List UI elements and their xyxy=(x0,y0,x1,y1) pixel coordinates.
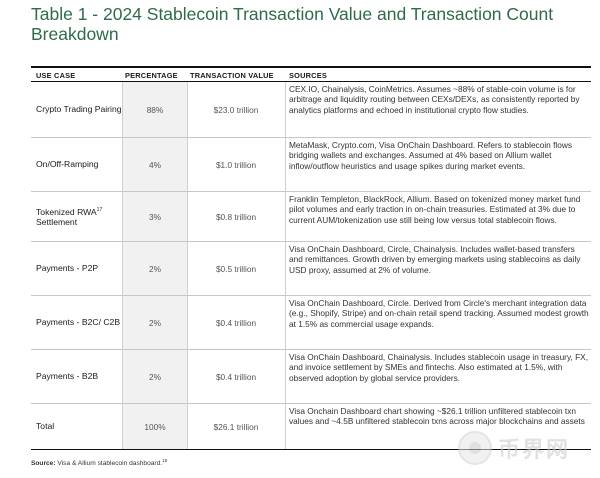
table-header: USE CASE PERCENTAGE TRANSACTION VALUE SO… xyxy=(31,68,591,82)
percentage-cell: 4% xyxy=(123,138,188,191)
value-cell: $0.4 trillion xyxy=(187,296,286,349)
source-note: Source: Visa & Allium stablecoin dashboa… xyxy=(31,458,167,467)
sources-cell: Visa OnChain Dashboard, Circle, Chainaly… xyxy=(289,244,581,275)
source-label: Source: xyxy=(31,460,56,468)
header-percentage: PERCENTAGE xyxy=(125,71,178,80)
use-case-cell: Payments - P2P xyxy=(31,242,123,295)
source-text: Visa & Allium stablecoin dashboard. xyxy=(57,460,163,468)
table-title: Table 1 - 2024 Stablecoin Transaction Va… xyxy=(31,4,554,44)
use-case-cell: Payments - B2C/ C2B xyxy=(31,296,123,349)
use-case-text-line2: Settlement xyxy=(36,217,78,228)
header-transaction-value: TRANSACTION VALUE xyxy=(190,71,274,80)
watermark: 币界网 xyxy=(458,426,590,470)
header-use-case: USE CASE xyxy=(36,71,76,80)
data-table: USE CASE PERCENTAGE TRANSACTION VALUE SO… xyxy=(31,66,591,450)
table-row: Payments - B2C/ C2B 2% $0.4 trillion Vis… xyxy=(31,296,591,350)
footnote-ref: 18 xyxy=(162,458,168,463)
sources-cell: Visa OnChain Dashboard, Chainalysis. Inc… xyxy=(289,352,588,383)
watermark-logo-icon xyxy=(458,431,492,465)
value-cell: $23.0 trillion xyxy=(187,82,286,137)
value-cell: $26.1 trillion xyxy=(187,404,286,449)
sources-cell: CEX.IO, Chainalysis, CoinMetrics. Assume… xyxy=(289,84,580,115)
table-row: Payments - P2P 2% $0.5 trillion Visa OnC… xyxy=(31,242,591,296)
table-row: On/Off-Ramping 4% $1.0 trillion MetaMask… xyxy=(31,138,591,192)
sources-cell: Visa OnChain Dashboard, Circle. Derived … xyxy=(289,298,589,329)
value-cell: $0.4 trillion xyxy=(187,350,286,403)
value-cell: $1.0 trillion xyxy=(187,138,286,191)
sources-cell: Franklin Templeton, BlackRock, Allium. B… xyxy=(289,194,581,225)
sources-cell: MetaMask, Crypto.com, Visa OnChain Dashb… xyxy=(289,140,572,171)
table-row: Tokenized RWA17 Settlement 3% $0.8 trill… xyxy=(31,192,591,242)
percentage-cell: 2% xyxy=(123,296,188,349)
percentage-cell: 88% xyxy=(123,82,188,137)
percentage-cell: 100% xyxy=(123,404,188,449)
header-sources: SOURCES xyxy=(289,71,327,80)
table-row: Payments - B2B 2% $0.4 trillion Visa OnC… xyxy=(31,350,591,404)
header-top-rule xyxy=(31,66,591,68)
table-row: Crypto Trading Pairing 88% $23.0 trillio… xyxy=(31,82,591,138)
value-cell: $0.5 trillion xyxy=(187,242,286,295)
use-case-cell: Tokenized RWA17 Settlement xyxy=(31,192,123,241)
watermark-text: 币界网 xyxy=(498,437,571,462)
use-case-text: Tokenized RWA xyxy=(36,206,97,217)
table-row-total: Total 100% $26.1 trillion Visa Onchain D… xyxy=(31,404,591,450)
percentage-cell: 2% xyxy=(123,350,188,403)
use-case-cell: Total xyxy=(31,404,123,449)
percentage-cell: 3% xyxy=(123,192,188,241)
percentage-cell: 2% xyxy=(123,242,188,295)
use-case-cell: Payments - B2B xyxy=(31,350,123,403)
sources-cell: Visa Onchain Dashboard chart showing ~$2… xyxy=(289,406,585,427)
use-case-cell: On/Off-Ramping xyxy=(31,138,123,191)
use-case-cell: Crypto Trading Pairing xyxy=(31,82,123,137)
footnote-ref: 17 xyxy=(96,206,103,213)
value-cell: $0.8 trillion xyxy=(187,192,286,241)
